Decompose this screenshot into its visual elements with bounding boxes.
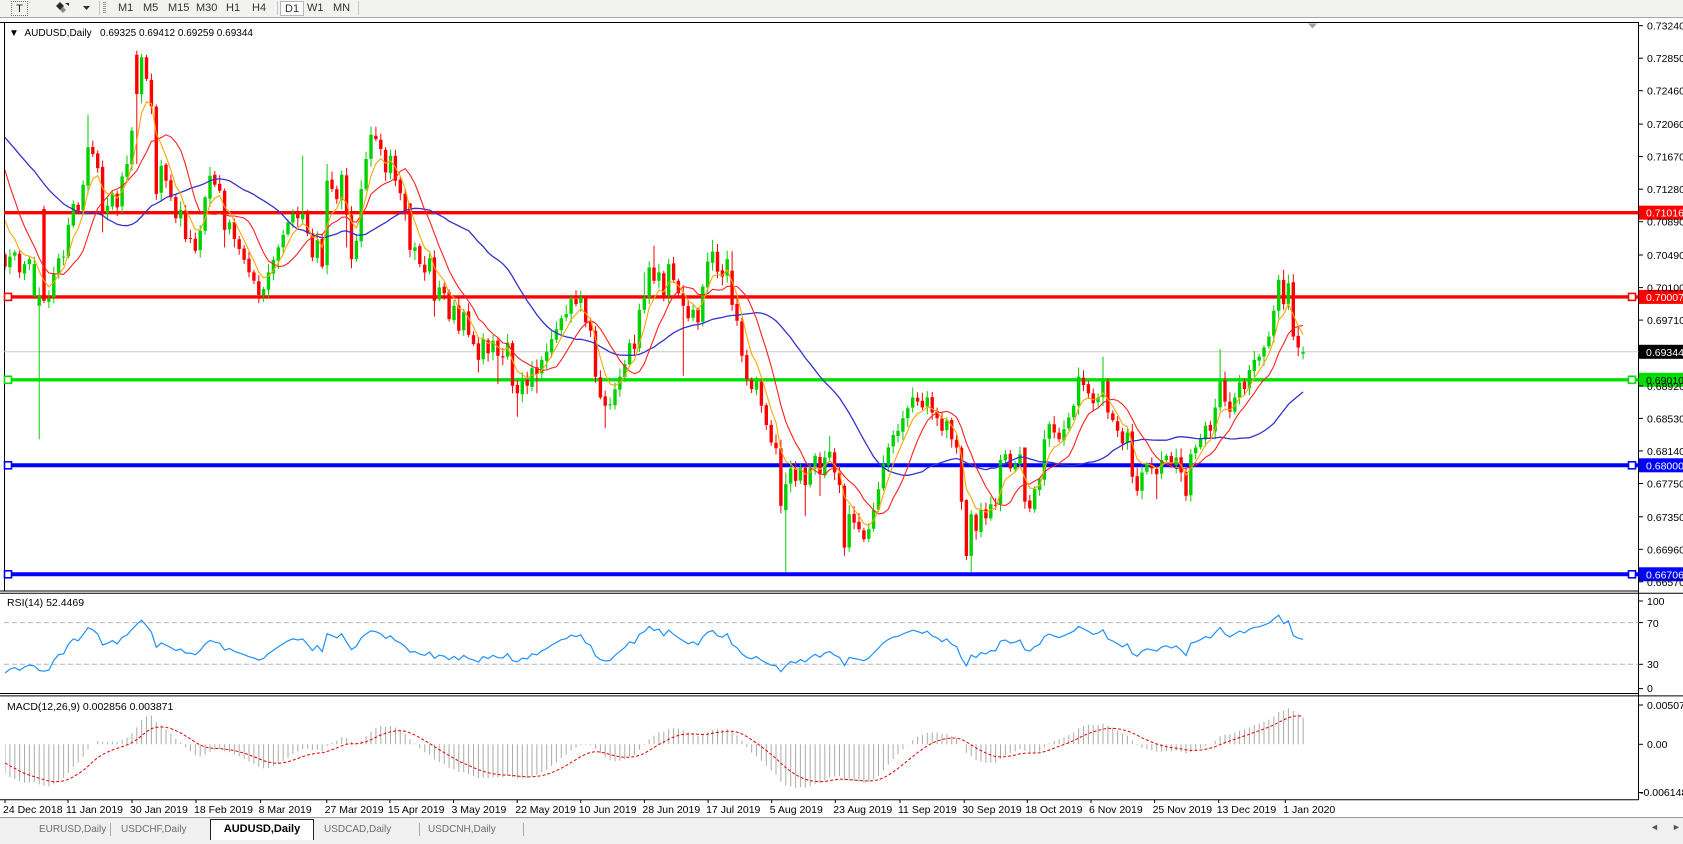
svg-text:30 Sep 2019: 30 Sep 2019	[962, 804, 1022, 816]
svg-text:0.70100: 0.70100	[1647, 283, 1683, 295]
svg-text:13 Dec 2019: 13 Dec 2019	[1217, 804, 1277, 816]
svg-text:0.66706: 0.66706	[1646, 569, 1683, 581]
svg-text:30 Jan 2019: 30 Jan 2019	[130, 804, 188, 816]
svg-text:22 May 2019: 22 May 2019	[515, 804, 576, 816]
svg-text:11 Jan 2019: 11 Jan 2019	[66, 804, 123, 816]
svg-text:18 Feb 2019: 18 Feb 2019	[194, 804, 253, 816]
svg-text:100: 100	[1647, 596, 1665, 608]
svg-text:0.72060: 0.72060	[1647, 119, 1683, 131]
svg-text:0: 0	[1647, 683, 1653, 695]
svg-text:0.70890: 0.70890	[1647, 217, 1683, 229]
svg-text:0.66570: 0.66570	[1647, 577, 1683, 589]
svg-text:0.68000: 0.68000	[1646, 460, 1683, 472]
svg-text:17 Jul 2019: 17 Jul 2019	[706, 804, 760, 816]
svg-text:0.71670: 0.71670	[1647, 152, 1683, 164]
svg-text:24 Dec 2018: 24 Dec 2018	[3, 804, 63, 816]
svg-text:0.71016: 0.71016	[1646, 208, 1683, 220]
svg-text:0.68530: 0.68530	[1647, 413, 1683, 425]
svg-text:0.70490: 0.70490	[1647, 250, 1683, 262]
svg-text:70: 70	[1647, 618, 1659, 630]
svg-text:0.00: 0.00	[1647, 739, 1668, 751]
svg-text:18 Oct 2019: 18 Oct 2019	[1025, 804, 1082, 816]
svg-text:15 Apr 2019: 15 Apr 2019	[388, 804, 445, 816]
svg-text:0.70007: 0.70007	[1646, 292, 1683, 304]
svg-text:0.68140: 0.68140	[1647, 446, 1683, 458]
svg-text:3 May 2019: 3 May 2019	[452, 804, 507, 816]
svg-text:0.68920: 0.68920	[1647, 381, 1683, 393]
svg-text:0.69710: 0.69710	[1647, 315, 1683, 327]
svg-text:0.66960: 0.66960	[1647, 544, 1683, 556]
svg-text:0.73240: 0.73240	[1647, 21, 1683, 33]
svg-text:0.67350: 0.67350	[1647, 512, 1683, 524]
svg-text:8 Mar 2019: 8 Mar 2019	[259, 804, 312, 816]
svg-text:28 Jun 2019: 28 Jun 2019	[642, 804, 700, 816]
svg-text:6 Nov 2019: 6 Nov 2019	[1089, 804, 1143, 816]
svg-text:25 Nov 2019: 25 Nov 2019	[1153, 804, 1213, 816]
svg-text:0.005076: 0.005076	[1647, 700, 1683, 712]
svg-text:5 Aug 2019: 5 Aug 2019	[770, 804, 823, 816]
svg-text:0.71280: 0.71280	[1647, 184, 1683, 196]
svg-text:30: 30	[1647, 659, 1659, 671]
svg-text:27 Mar 2019: 27 Mar 2019	[325, 804, 384, 816]
svg-text:0.69344: 0.69344	[1646, 347, 1683, 359]
svg-text:-0.006148: -0.006148	[1640, 787, 1683, 799]
svg-text:11 Sep 2019: 11 Sep 2019	[898, 804, 957, 816]
svg-text:10 Jun 2019: 10 Jun 2019	[579, 804, 637, 816]
svg-text:1 Jan 2020: 1 Jan 2020	[1283, 804, 1335, 816]
svg-text:0.72460: 0.72460	[1647, 86, 1683, 98]
svg-text:0.67750: 0.67750	[1647, 479, 1683, 491]
svg-text:23 Aug 2019: 23 Aug 2019	[833, 804, 892, 816]
svg-text:0.69010: 0.69010	[1646, 375, 1683, 387]
svg-text:0.72850: 0.72850	[1647, 53, 1683, 65]
